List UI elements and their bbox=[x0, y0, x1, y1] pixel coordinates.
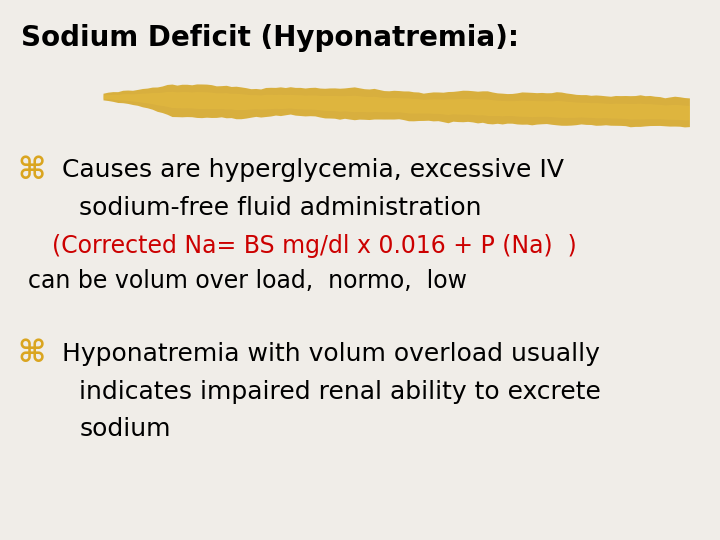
Text: ⌘: ⌘ bbox=[17, 156, 45, 185]
Text: sodium-free fluid administration: sodium-free fluid administration bbox=[79, 196, 482, 220]
Text: sodium: sodium bbox=[79, 417, 171, 441]
Text: Sodium Deficit (Hyponatremia):: Sodium Deficit (Hyponatremia): bbox=[21, 24, 518, 52]
Text: Hyponatremia with volum overload usually: Hyponatremia with volum overload usually bbox=[62, 342, 600, 366]
Text: can be volum over load,  normo,  low: can be volum over load, normo, low bbox=[27, 269, 467, 293]
Text: Causes are hyperglycemia, excessive IV: Causes are hyperglycemia, excessive IV bbox=[62, 158, 564, 182]
Text: ⌘: ⌘ bbox=[17, 339, 45, 368]
Polygon shape bbox=[104, 84, 690, 127]
Polygon shape bbox=[104, 92, 690, 120]
Text: (Corrected Na= BS mg/dl x 0.016 + P (Na)  ): (Corrected Na= BS mg/dl x 0.016 + P (Na)… bbox=[52, 234, 577, 258]
Text: indicates impaired renal ability to excrete: indicates impaired renal ability to excr… bbox=[79, 380, 601, 403]
